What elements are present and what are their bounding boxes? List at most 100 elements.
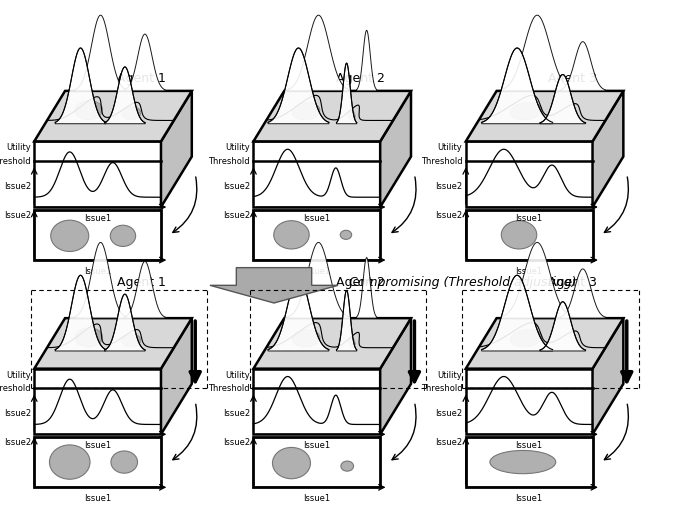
Polygon shape: [105, 294, 145, 351]
Polygon shape: [268, 275, 329, 351]
Text: Issue2: Issue2: [223, 181, 250, 190]
Text: Issue1: Issue1: [303, 441, 330, 450]
Polygon shape: [466, 91, 623, 141]
Text: Utility: Utility: [225, 371, 250, 380]
Ellipse shape: [340, 230, 351, 239]
Polygon shape: [75, 15, 126, 91]
Text: Issue1: Issue1: [84, 214, 111, 223]
Polygon shape: [501, 242, 573, 318]
Text: Issue1: Issue1: [516, 441, 543, 450]
Ellipse shape: [501, 221, 537, 249]
Polygon shape: [125, 34, 165, 91]
Text: Agent 3: Agent 3: [548, 72, 597, 85]
Text: Compromising (Threshold adjusting): Compromising (Threshold adjusting): [349, 276, 577, 289]
Ellipse shape: [75, 328, 103, 347]
Ellipse shape: [510, 103, 542, 120]
Text: Agent 2: Agent 2: [336, 72, 385, 85]
Ellipse shape: [51, 220, 89, 251]
Polygon shape: [210, 268, 338, 303]
Polygon shape: [55, 275, 106, 351]
Polygon shape: [253, 210, 380, 260]
Text: Agent 1: Agent 1: [116, 72, 166, 85]
Ellipse shape: [75, 100, 103, 120]
Polygon shape: [380, 318, 411, 434]
Polygon shape: [125, 262, 165, 318]
Text: Issue1: Issue1: [84, 494, 111, 503]
Polygon shape: [501, 15, 573, 91]
Polygon shape: [161, 318, 192, 434]
Text: Agent 2: Agent 2: [336, 276, 385, 289]
Polygon shape: [466, 369, 593, 434]
Text: Threshold: Threshold: [421, 157, 462, 166]
Ellipse shape: [122, 107, 141, 120]
Text: Threshold: Threshold: [208, 384, 250, 393]
Polygon shape: [466, 141, 593, 207]
Text: Issue1: Issue1: [84, 267, 111, 276]
Text: Issue2: Issue2: [3, 181, 31, 190]
Text: Issue1: Issue1: [303, 214, 330, 223]
Polygon shape: [593, 91, 623, 207]
Text: Utility: Utility: [6, 371, 31, 380]
Polygon shape: [482, 275, 553, 351]
Text: Utility: Utility: [438, 371, 462, 380]
Text: Issue1: Issue1: [516, 267, 543, 276]
Text: Issue1: Issue1: [516, 494, 543, 503]
Text: Issue1: Issue1: [84, 441, 111, 450]
Text: Issue2: Issue2: [3, 409, 31, 418]
Text: Issue2: Issue2: [3, 438, 31, 447]
Polygon shape: [482, 48, 553, 124]
Polygon shape: [34, 141, 161, 207]
Polygon shape: [34, 318, 192, 369]
Text: Issue2: Issue2: [435, 211, 462, 220]
Polygon shape: [380, 91, 411, 207]
Text: Issue2: Issue2: [223, 409, 250, 418]
Polygon shape: [253, 437, 380, 487]
Polygon shape: [560, 42, 606, 91]
Text: Threshold: Threshold: [208, 157, 250, 166]
Polygon shape: [466, 210, 593, 260]
Text: Agent 1: Agent 1: [116, 276, 166, 289]
Text: Utility: Utility: [6, 143, 31, 153]
Polygon shape: [540, 302, 586, 351]
Text: Issue2: Issue2: [435, 181, 462, 190]
Ellipse shape: [349, 110, 356, 120]
Polygon shape: [540, 75, 586, 124]
Polygon shape: [336, 290, 357, 351]
Ellipse shape: [349, 337, 356, 347]
Text: Threshold: Threshold: [0, 384, 31, 393]
Ellipse shape: [341, 461, 353, 471]
Polygon shape: [336, 63, 357, 124]
Polygon shape: [55, 48, 106, 124]
Polygon shape: [466, 437, 593, 487]
Ellipse shape: [122, 334, 141, 347]
Text: Threshold: Threshold: [421, 384, 462, 393]
Text: Issue2: Issue2: [435, 409, 462, 418]
Polygon shape: [34, 437, 161, 487]
Polygon shape: [253, 369, 380, 434]
Text: Issue1: Issue1: [303, 494, 330, 503]
Polygon shape: [593, 318, 623, 434]
Text: Utility: Utility: [438, 143, 462, 153]
Text: Issue1: Issue1: [516, 214, 543, 223]
Ellipse shape: [292, 330, 320, 347]
Text: Issue1: Issue1: [303, 267, 330, 276]
Polygon shape: [253, 91, 411, 141]
Polygon shape: [161, 91, 192, 207]
Polygon shape: [34, 91, 192, 141]
Text: Threshold: Threshold: [0, 157, 31, 166]
Text: Agent 3: Agent 3: [548, 276, 597, 289]
Text: Issue2: Issue2: [223, 211, 250, 220]
Polygon shape: [560, 269, 606, 318]
Ellipse shape: [110, 225, 136, 246]
Text: Issue2: Issue2: [435, 438, 462, 447]
Polygon shape: [268, 48, 329, 124]
Polygon shape: [288, 242, 349, 318]
Ellipse shape: [273, 447, 310, 479]
Polygon shape: [75, 242, 126, 318]
Ellipse shape: [111, 451, 138, 473]
Polygon shape: [466, 318, 623, 369]
Text: Utility: Utility: [225, 143, 250, 153]
Text: Issue2: Issue2: [223, 438, 250, 447]
Polygon shape: [253, 318, 411, 369]
Polygon shape: [253, 141, 380, 207]
